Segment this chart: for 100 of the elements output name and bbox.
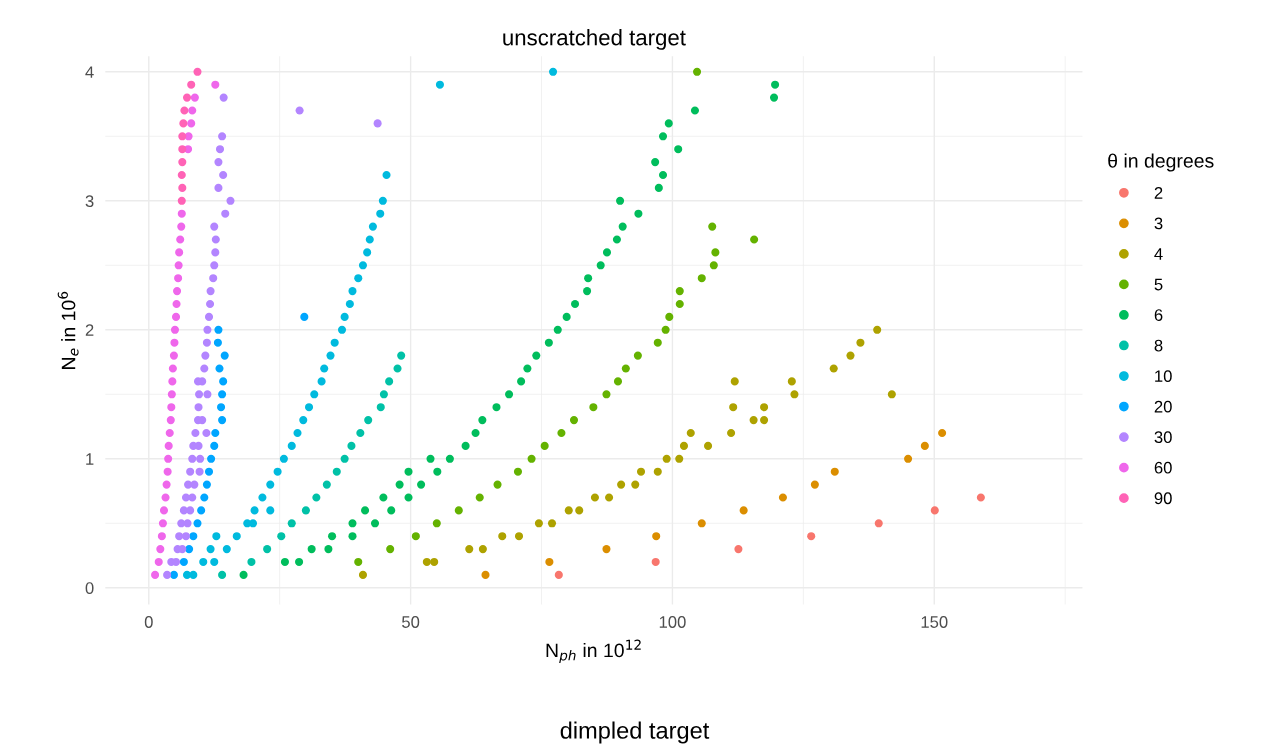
y-tick-label: 0 — [85, 582, 94, 594]
point — [195, 390, 204, 399]
point — [164, 441, 173, 450]
point — [188, 493, 197, 502]
point — [422, 557, 431, 567]
point — [554, 570, 563, 579]
point — [199, 557, 208, 567]
point — [217, 403, 226, 412]
point — [675, 287, 684, 296]
point — [653, 338, 662, 347]
point — [162, 480, 171, 489]
point — [206, 545, 215, 554]
point — [711, 248, 720, 257]
point — [179, 557, 188, 567]
point — [211, 235, 220, 244]
point — [212, 532, 221, 541]
point — [189, 532, 198, 541]
point — [222, 545, 231, 554]
point — [215, 364, 224, 373]
point — [159, 506, 169, 515]
point — [379, 390, 388, 399]
point — [393, 364, 402, 373]
point — [760, 416, 769, 425]
point — [354, 274, 363, 283]
point — [214, 325, 223, 334]
point — [605, 493, 614, 502]
point — [498, 532, 507, 541]
point — [730, 377, 739, 386]
y-tick-label: 3 — [85, 195, 94, 207]
point — [790, 390, 799, 399]
point — [693, 67, 702, 76]
point — [873, 325, 882, 334]
point — [445, 454, 454, 463]
point — [300, 312, 309, 321]
point — [301, 506, 310, 515]
point — [435, 80, 444, 89]
point — [553, 325, 562, 334]
point — [219, 170, 228, 180]
point — [239, 570, 248, 579]
point — [727, 428, 736, 438]
point — [534, 519, 543, 528]
point — [191, 428, 200, 438]
point — [505, 390, 514, 399]
point — [218, 390, 227, 399]
point — [385, 377, 394, 386]
point — [211, 248, 220, 257]
point — [180, 106, 189, 115]
point — [354, 557, 363, 567]
point — [704, 441, 713, 450]
legend-label: 30 — [1154, 431, 1172, 444]
point — [345, 299, 354, 309]
point — [166, 416, 175, 425]
legend-label: 3 — [1154, 217, 1163, 230]
point — [887, 390, 896, 399]
point — [513, 467, 523, 476]
point — [165, 428, 174, 438]
point — [590, 493, 599, 502]
point — [583, 287, 592, 296]
y-tick-label: 1 — [86, 453, 94, 465]
point — [544, 338, 553, 347]
point — [348, 287, 357, 296]
point — [213, 338, 222, 347]
point — [920, 441, 929, 450]
point — [478, 545, 487, 554]
point — [739, 506, 748, 515]
point — [187, 80, 196, 89]
point — [404, 467, 413, 476]
point — [183, 519, 192, 528]
point — [365, 235, 374, 244]
point — [675, 454, 684, 463]
point — [170, 325, 180, 334]
point — [454, 506, 463, 515]
point — [219, 93, 228, 102]
point — [378, 196, 387, 205]
point — [221, 209, 230, 218]
point — [175, 248, 184, 257]
point — [207, 454, 216, 463]
point — [430, 557, 439, 567]
point — [194, 403, 203, 412]
legend-title: θ in degrees — [1108, 153, 1214, 172]
point — [734, 545, 743, 554]
point — [654, 183, 663, 192]
point — [478, 416, 487, 425]
point — [612, 235, 621, 244]
point — [178, 145, 187, 154]
point — [527, 454, 536, 463]
point — [226, 196, 235, 205]
point — [197, 506, 206, 515]
point — [930, 506, 939, 515]
point — [176, 235, 185, 244]
point — [186, 506, 195, 515]
point — [347, 441, 356, 450]
point — [312, 493, 321, 502]
point — [904, 454, 913, 463]
point — [210, 261, 219, 270]
point — [679, 441, 689, 450]
point — [299, 416, 308, 425]
point — [547, 519, 557, 528]
point — [258, 493, 267, 502]
point — [215, 145, 225, 154]
